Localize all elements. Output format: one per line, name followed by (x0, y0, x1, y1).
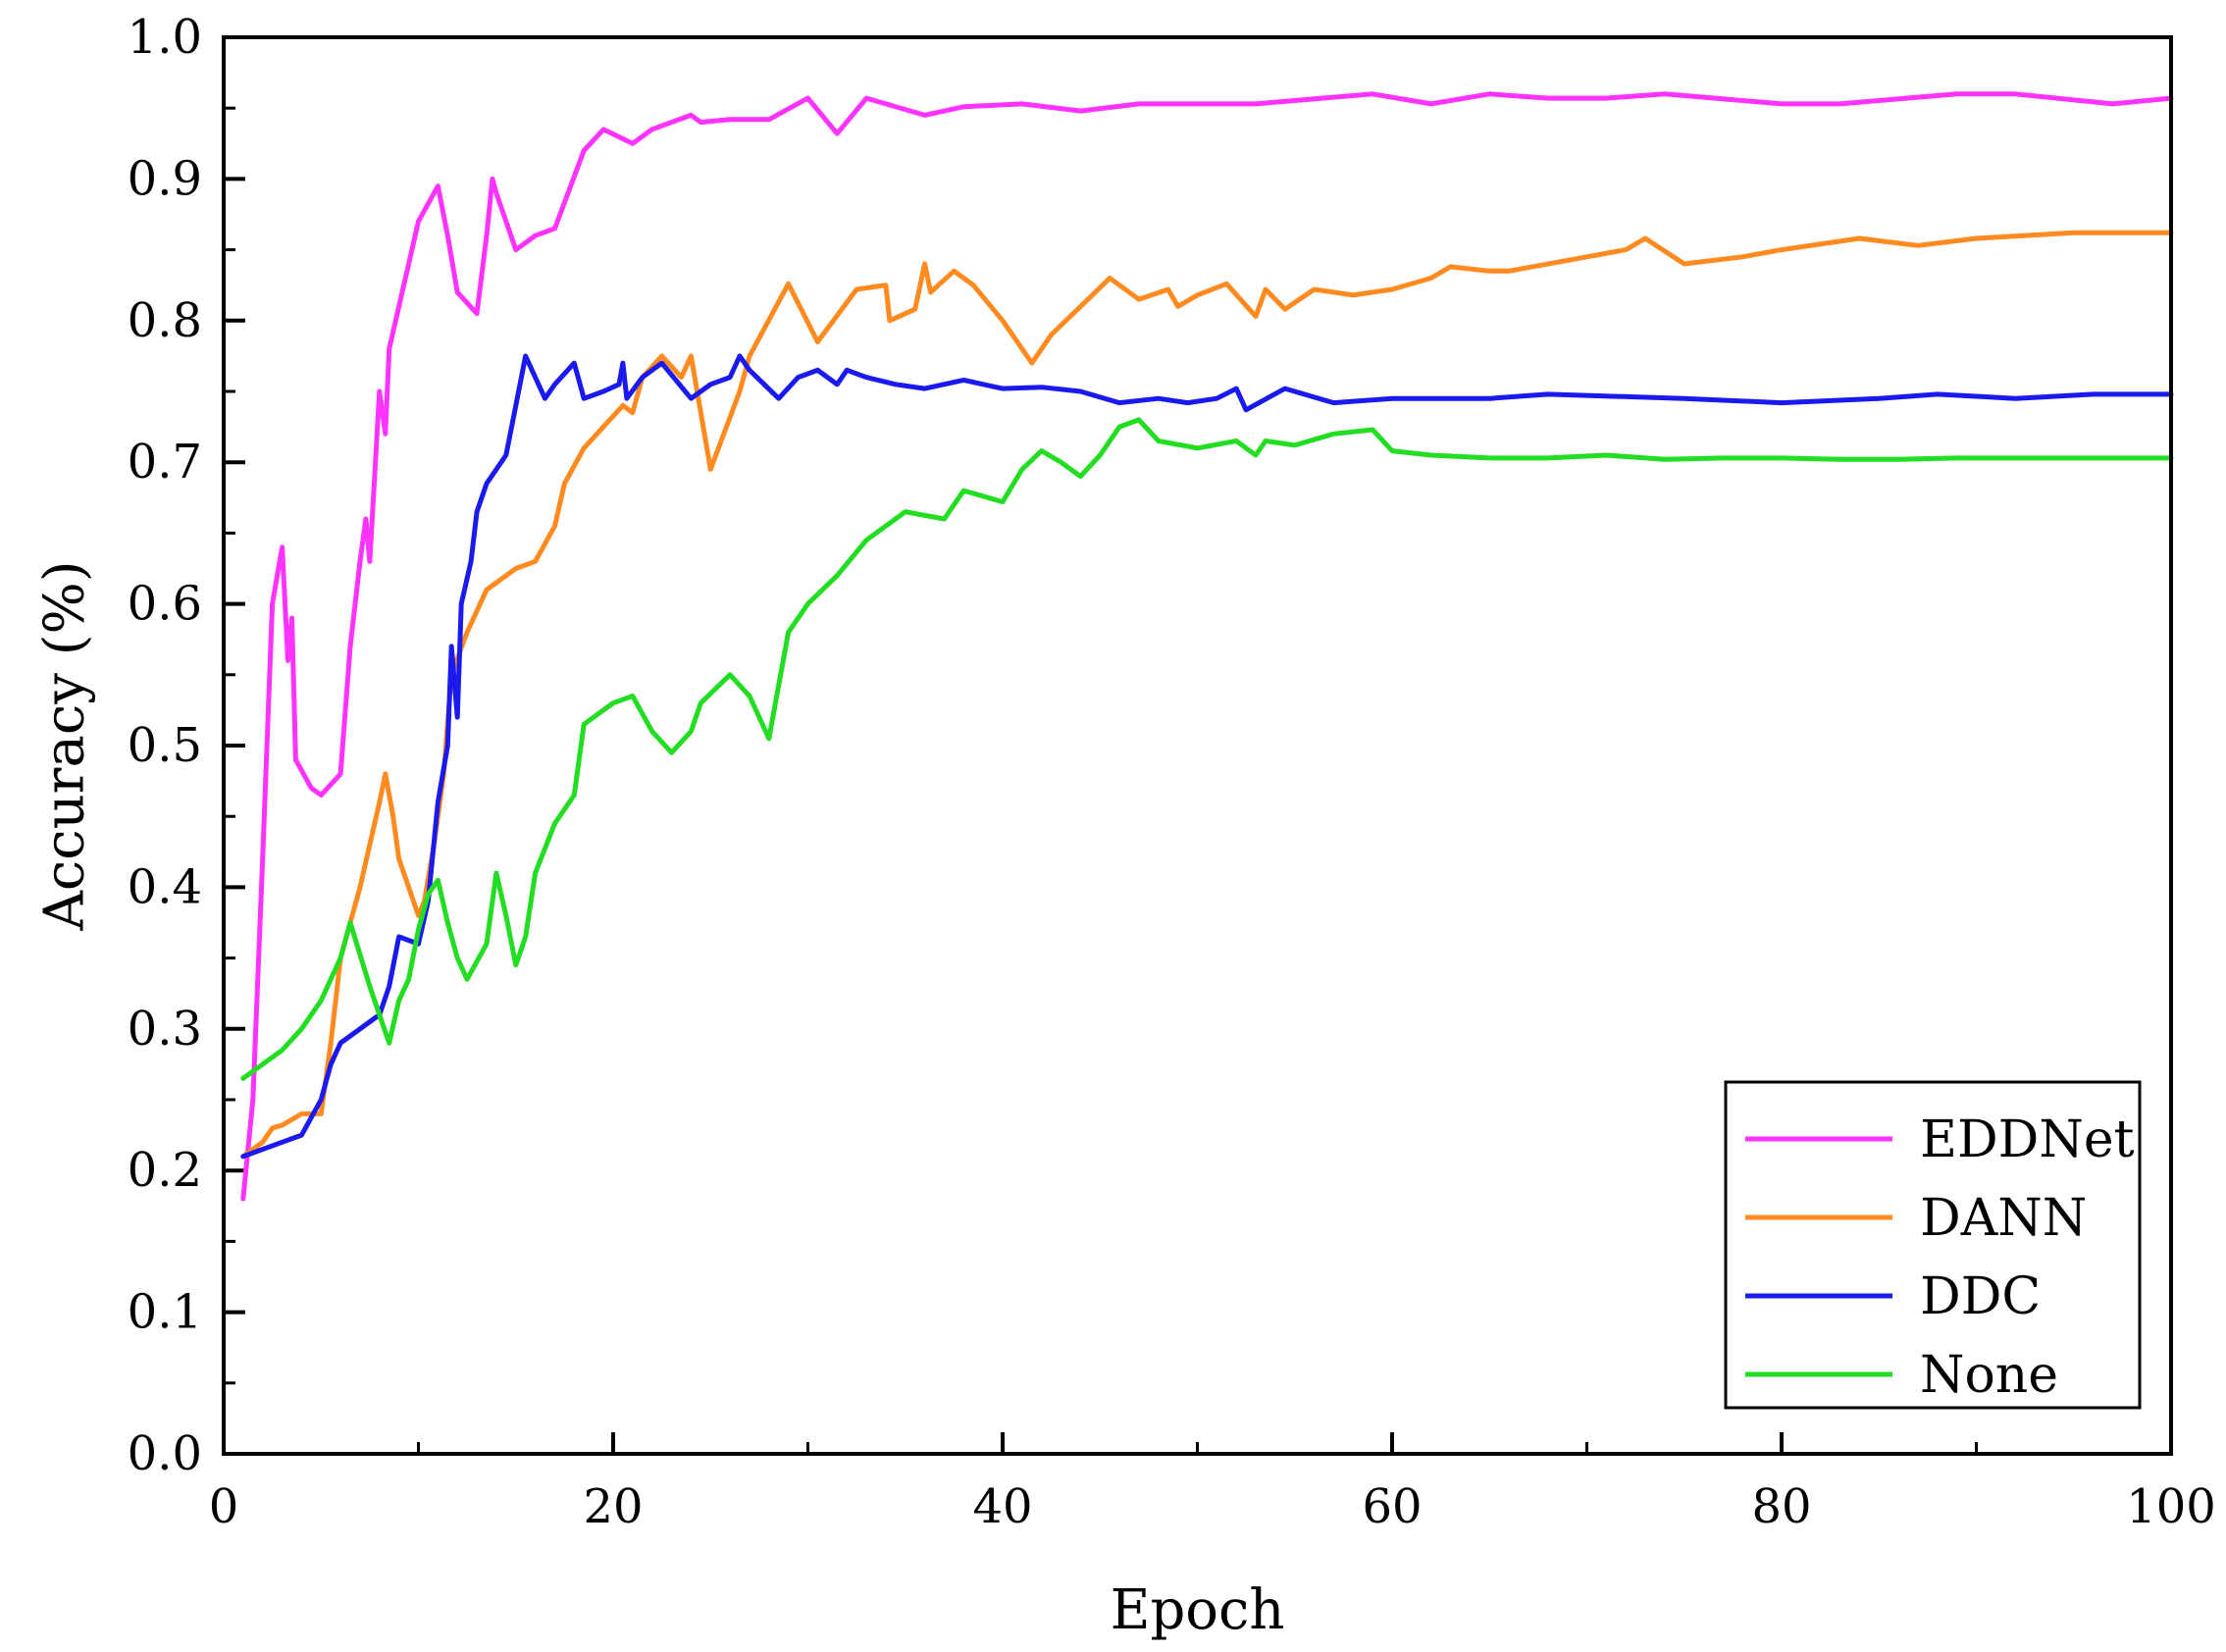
x-tick-label: 80 (1751, 1479, 1811, 1534)
y-axis-ticks: 0.0 0.1 0.2 0.3 0.4 0.5 0.6 0.7 0.8 0.9 1.0 (128, 10, 245, 1481)
x-tick-label: 20 (583, 1479, 643, 1534)
y-tick-label: 0.3 (128, 1002, 202, 1057)
x-axis-title: Epoch (1111, 1578, 1285, 1642)
x-tick-label: 40 (972, 1479, 1032, 1534)
series-line-ddc (240, 353, 2174, 1160)
x-tick-label: 0 (209, 1479, 239, 1534)
y-tick-label: 1.0 (128, 10, 202, 65)
y-tick-label: 0.0 (128, 1426, 202, 1481)
legend-label-ddc: DDC (1920, 1267, 2041, 1326)
x-tick-label: 100 (2126, 1479, 2216, 1534)
y-tick-label: 0.9 (128, 151, 202, 206)
legend-label-dann: DANN (1920, 1189, 2087, 1248)
x-tick-label: 60 (1362, 1479, 1422, 1534)
y-tick-label: 0.5 (128, 718, 202, 773)
series-line-dann (240, 230, 2174, 1160)
y-tick-label: 0.4 (128, 859, 202, 914)
series-line-eddnet (240, 91, 2174, 1202)
legend-label-none: None (1920, 1346, 2058, 1405)
plot-frame (222, 35, 2173, 1456)
y-tick-label: 0.8 (128, 293, 202, 348)
x-axis-ticks: 0 20 40 60 80 100 (209, 1432, 2216, 1534)
legend-box (1724, 1080, 2142, 1410)
series-line-none (240, 417, 2174, 1081)
y-tick-label: 0.2 (128, 1143, 202, 1198)
y-tick-label: 0.7 (128, 435, 202, 490)
series-layer (240, 91, 2174, 1202)
legend: EDDNet DANN DDC None (1724, 1080, 2142, 1410)
y-tick-label: 0.1 (128, 1285, 202, 1340)
y-axis-title: Accuracy (%) (33, 560, 97, 931)
y-tick-label: 0.6 (128, 577, 202, 632)
legend-label-eddnet: EDDNet (1920, 1110, 2135, 1169)
